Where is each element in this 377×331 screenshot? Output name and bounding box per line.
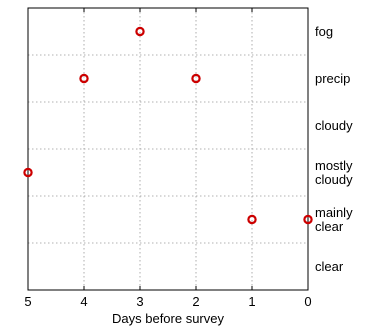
y-category-label: cloudy (315, 118, 353, 133)
data-point (191, 73, 201, 84)
plot-frame (27, 7, 309, 291)
y-category-label: mainly clear (315, 205, 353, 234)
x-axis-ticks: 5 4 3 2 1 0 (24, 8, 312, 309)
x-tick-label: 5 (24, 294, 31, 309)
y-axis-category-labels: clear mainly clear mostly cloudy cloudy precip… (315, 24, 353, 274)
y-category-label: precip (315, 71, 350, 86)
y-category-label: clear (315, 259, 344, 274)
data-point (135, 26, 145, 37)
x-tick-label: 2 (192, 294, 199, 309)
data-point (247, 214, 257, 225)
x-tick-label: 1 (248, 294, 255, 309)
data-point (79, 73, 89, 84)
x-tick-label: 3 (136, 294, 143, 309)
data-point (303, 214, 313, 225)
data-point (23, 167, 33, 178)
x-tick-label: 4 (80, 294, 87, 309)
grid-lines (28, 8, 308, 290)
data-points (23, 26, 313, 225)
x-axis-label: Days before survey (112, 311, 224, 326)
y-category-label: fog (315, 24, 333, 39)
y-category-label: mostly cloudy (315, 158, 353, 187)
x-tick-label: 0 (304, 294, 311, 309)
